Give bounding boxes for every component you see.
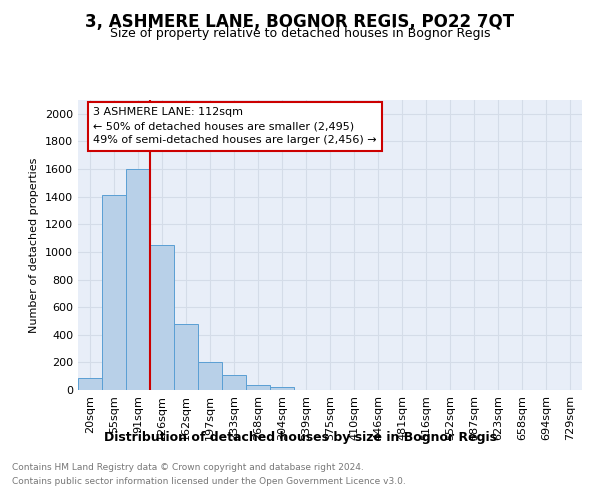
Bar xyxy=(270,387,294,390)
Bar xyxy=(174,324,198,390)
Bar xyxy=(126,169,150,390)
Bar xyxy=(222,375,246,390)
Bar xyxy=(78,378,102,390)
Text: Contains HM Land Registry data © Crown copyright and database right 2024.: Contains HM Land Registry data © Crown c… xyxy=(12,464,364,472)
Text: 3, ASHMERE LANE, BOGNOR REGIS, PO22 7QT: 3, ASHMERE LANE, BOGNOR REGIS, PO22 7QT xyxy=(85,12,515,30)
Bar xyxy=(102,196,126,390)
Bar xyxy=(246,385,270,390)
Bar xyxy=(198,362,222,390)
Text: Contains public sector information licensed under the Open Government Licence v3: Contains public sector information licen… xyxy=(12,477,406,486)
Text: Size of property relative to detached houses in Bognor Regis: Size of property relative to detached ho… xyxy=(110,28,490,40)
Text: 3 ASHMERE LANE: 112sqm
← 50% of detached houses are smaller (2,495)
49% of semi-: 3 ASHMERE LANE: 112sqm ← 50% of detached… xyxy=(93,108,377,146)
Bar xyxy=(150,245,174,390)
Text: Distribution of detached houses by size in Bognor Regis: Distribution of detached houses by size … xyxy=(104,431,497,444)
Y-axis label: Number of detached properties: Number of detached properties xyxy=(29,158,40,332)
